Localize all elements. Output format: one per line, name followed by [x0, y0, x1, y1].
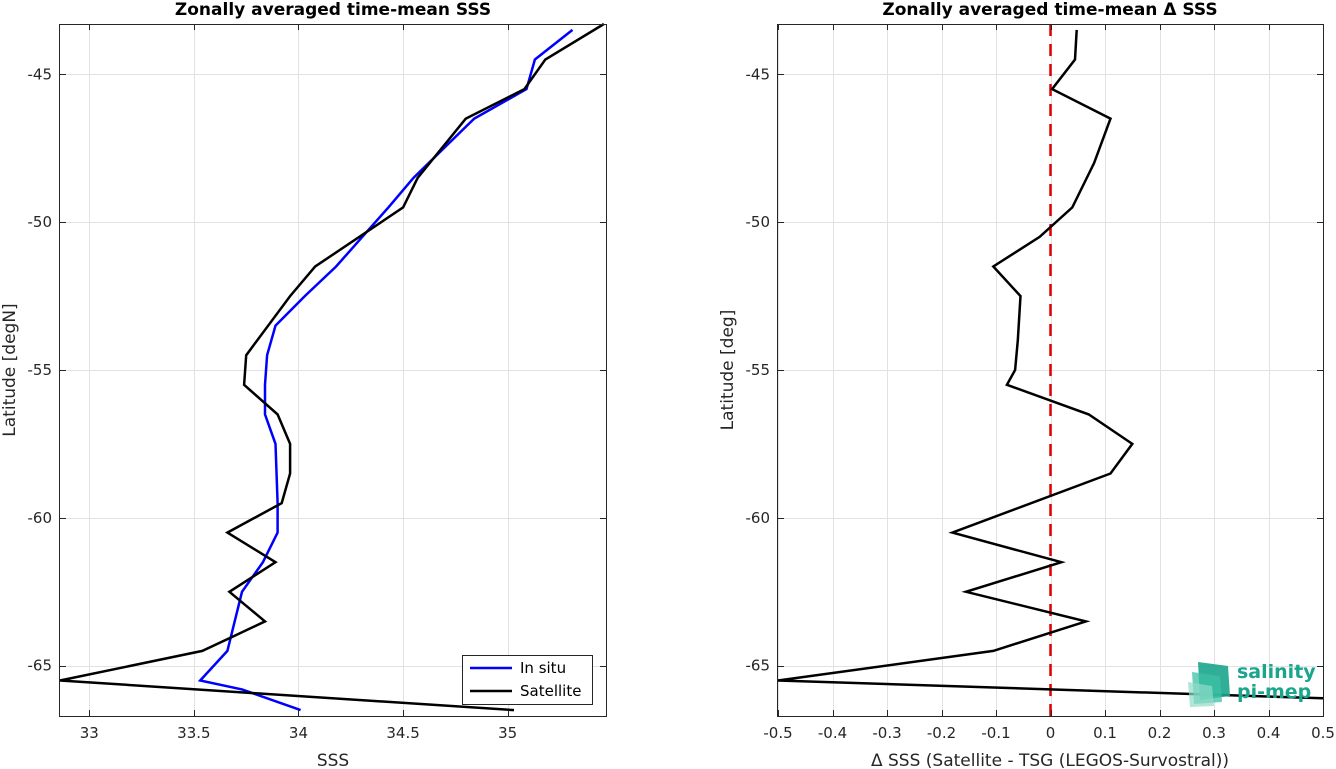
legend: In situ Satellite: [462, 655, 593, 705]
left-y-tick-label: -50: [28, 213, 53, 231]
left-chart-title: Zonally averaged time-mean SSS: [175, 0, 491, 20]
right-x-tick-label: 0.4: [1257, 724, 1281, 742]
right-x-tick-label: -0.4: [818, 724, 847, 742]
right-x-tick-label: 0: [1046, 724, 1056, 742]
left-series-line-satellite: [59, 22, 605, 712]
left-ticks: 33 33.5 34 34.5 35 -45 -50 -55 -60 -65: [28, 24, 606, 742]
left-grid: [60, 24, 606, 716]
left-x-tick-label: 34.5: [386, 724, 419, 742]
right-y-tick-label: -45: [746, 65, 771, 83]
right-x-axis-label: Δ SSS (Satellite - TSG (LEGOS-Survostral…: [871, 751, 1229, 769]
right-chart-title: Zonally averaged time-mean Δ SSS: [882, 0, 1217, 20]
right-x-tick-label: 0.2: [1148, 724, 1172, 742]
right-grid: [778, 24, 1324, 716]
left-series-group: [59, 22, 605, 712]
right-series-group: [777, 29, 1324, 700]
left-x-axis-label: SSS: [317, 751, 349, 769]
left-y-tick-label: -60: [28, 509, 53, 527]
legend-label-in-situ: In situ: [520, 659, 566, 677]
left-axes-frame: [59, 24, 607, 717]
right-y-tick-label: -55: [746, 361, 771, 379]
left-x-tick-label: 33: [80, 724, 99, 742]
legend-label-satellite: Satellite: [520, 682, 581, 700]
right-x-tick-label: -0.3: [872, 724, 901, 742]
right-x-tick-label: -0.1: [981, 724, 1010, 742]
right-ticks: -0.5 -0.4 -0.3 -0.2 -0.1 0 0.1 0.2 0.3 0.4 0.5 -45 -…: [746, 24, 1335, 742]
left-y-axis-label: Latitude [degN]: [0, 303, 20, 436]
right-y-tick-label: -60: [746, 509, 771, 527]
right-y-tick-label: -50: [746, 213, 771, 231]
right-x-tick-label: 0.3: [1202, 724, 1226, 742]
right-axes-frame: [777, 24, 1324, 717]
logo-text-pi-mep: pi-mep: [1237, 681, 1311, 703]
right-y-axis-label: Latitude [deg]: [718, 310, 738, 431]
right-y-tick-label: -65: [746, 657, 771, 675]
right-x-tick-label: 0.5: [1311, 724, 1335, 742]
legend-box: [462, 655, 593, 705]
left-x-tick-label: 34: [289, 724, 308, 742]
left-series-line-in-situ: [197, 28, 574, 712]
left-y-tick-label: -65: [28, 657, 53, 675]
left-y-tick-label: -55: [28, 361, 53, 379]
right-chart-panel: -0.5 -0.4 -0.3 -0.2 -0.1 0 0.1 0.2 0.3 0.4 0.5 -45 -…: [718, 0, 1335, 769]
logo-text-salinity: salinity: [1237, 661, 1316, 683]
left-chart-panel: 33 33.5 34 34.5 35 -45 -50 -55 -60 -65 Zonally av…: [0, 0, 607, 769]
left-x-tick-label: 33.5: [177, 724, 210, 742]
right-x-tick-label: -0.5: [763, 724, 792, 742]
right-series-line-delta-sss: [777, 29, 1324, 700]
left-x-tick-label: 35: [498, 724, 517, 742]
salinity-pi-mep-logo: salinity pi-mep: [1188, 661, 1316, 707]
left-y-tick-label: -45: [28, 65, 53, 83]
right-x-tick-label: 0.1: [1093, 724, 1117, 742]
logo-mark-front: [1188, 682, 1214, 707]
right-x-tick-label: -0.2: [927, 724, 956, 742]
